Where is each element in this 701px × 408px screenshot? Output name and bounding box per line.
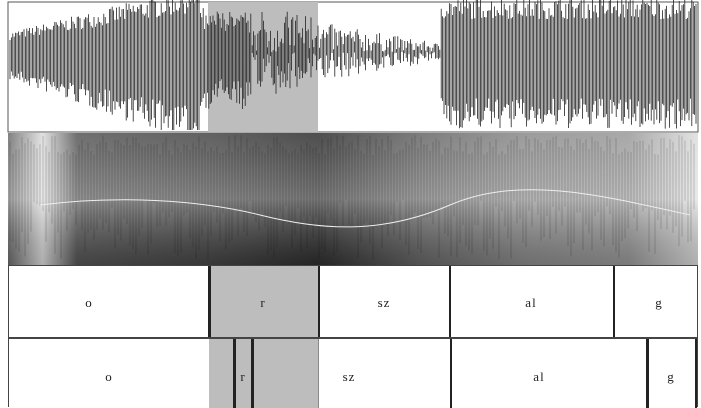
segment-label: o xyxy=(105,369,113,384)
signal-panels xyxy=(7,0,699,265)
segment-label: al xyxy=(533,369,545,384)
tier-1: o r sz al g xyxy=(8,265,698,338)
boundary xyxy=(450,339,452,408)
boundary xyxy=(251,339,254,408)
segment-label: al xyxy=(525,295,537,310)
spectrogram-shade xyxy=(8,133,698,265)
waveform-frame xyxy=(7,1,699,133)
waveform xyxy=(9,0,697,130)
boundary xyxy=(233,339,236,408)
tier-2: o r sz al g xyxy=(8,338,698,408)
boundary xyxy=(695,339,697,408)
tier-1-selection xyxy=(209,266,319,337)
segment-label: r xyxy=(240,369,246,384)
boundary xyxy=(646,339,649,408)
segment-label: g xyxy=(655,295,663,310)
segment-label: r xyxy=(260,295,266,310)
boundary xyxy=(318,339,319,408)
segment-label: sz xyxy=(342,369,356,384)
boundary xyxy=(208,266,211,337)
boundary xyxy=(318,266,320,337)
boundary xyxy=(449,266,451,337)
boundary xyxy=(613,266,615,337)
segment-label: g xyxy=(667,369,675,384)
waveform-trace xyxy=(9,0,697,130)
tier-2-selection xyxy=(209,339,319,408)
pitch-contour xyxy=(39,189,691,228)
segment-label: o xyxy=(85,295,93,310)
segment-label: sz xyxy=(377,295,391,310)
